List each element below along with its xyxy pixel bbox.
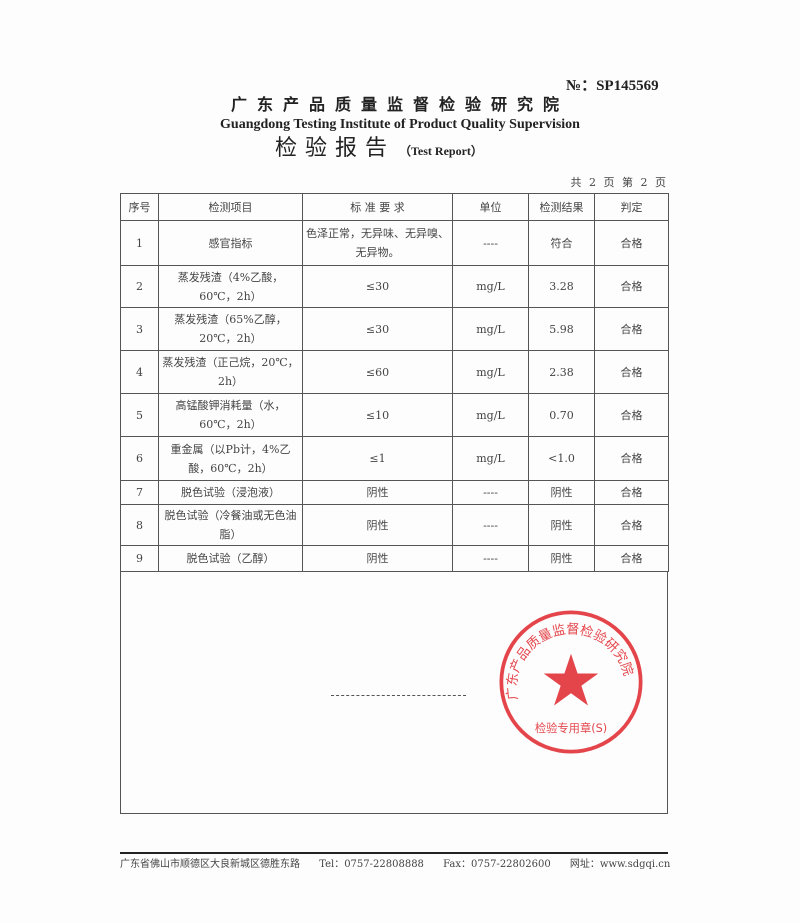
column-header: 单位 [452,193,529,221]
footer-divider [120,852,668,854]
cell-no: 3 [120,307,159,351]
cell-no: 8 [120,504,159,546]
footer-fax: Fax：0757-22802600 [443,859,551,870]
cell-unit: mg/L [452,307,529,351]
cell-unit: mg/L [452,265,529,308]
cell-unit: ---- [452,504,529,546]
cell-item: 高锰酸钾消耗量（水，60℃，2h） [158,393,303,437]
cell-unit: mg/L [452,436,529,481]
footer-tel: Tel：0757-22808888 [319,859,424,870]
organization-name-cn: 广东产品质量监督检验研究院 [230,95,569,114]
cell-standard: ≤30 [302,307,453,351]
cell-item: 蒸发残渣（65%乙醇，20℃，2h） [158,307,303,351]
cell-verdict: 合格 [594,307,669,351]
cell-unit: mg/L [452,393,529,437]
svg-text:检验专用章(S): 检验专用章(S) [535,721,607,735]
table-row: 1 感官指标 色泽正常，无异味、无异嗅、无异物。 ---- 符合 合格 [120,220,669,266]
cell-result: 5.98 [528,307,595,351]
table-row: 6 重金属（以Pb计，4%乙酸，60℃，2h） ≤1 mg/L <1.0 合格 [120,436,669,481]
footer: 广东省佛山市顺德区大良新城区德胜东路 Tel：0757-22808888 Fax… [120,859,686,871]
cell-result: 3.28 [528,265,595,308]
star-icon [543,653,599,706]
cell-standard: ≤1 [302,436,453,481]
cell-no: 9 [120,545,159,572]
table-blank-area: 广东产品质量监督检验研究院 检验专用章(S) [120,572,668,814]
column-header: 检测项目 [158,193,303,221]
cell-item: 脱色试验（冷餐油或无色油脂） [158,504,303,546]
official-seal-stamp: 广东产品质量监督检验研究院 检验专用章(S) [499,610,643,754]
cell-verdict: 合格 [594,504,669,546]
cell-no: 7 [120,480,159,505]
cell-result: <1.0 [528,436,595,481]
cell-item: 蒸发残渣（正己烷，20℃，2h） [158,350,303,394]
column-header: 判定 [594,193,669,221]
cell-standard: 阴性 [302,504,453,546]
cell-unit: mg/L [452,350,529,394]
cell-verdict: 合格 [594,545,669,572]
cell-standard: 阴性 [302,545,453,572]
cell-item: 感官指标 [158,220,303,266]
cell-verdict: 合格 [594,350,669,394]
table-container: 序号 检测项目 标 准 要 求 单位 检测结果 判定 1 感官指标 色泽正常，无异味… [120,193,669,814]
cell-standard: ≤60 [302,350,453,394]
report-title: 检验报告 [275,136,396,161]
table-header-row: 序号 检测项目 标 准 要 求 单位 检测结果 判定 [120,193,669,221]
cell-result: 阴性 [528,545,595,572]
column-header: 检测结果 [528,193,595,221]
report-number: №：SP145569 [566,78,659,94]
cell-verdict: 合格 [594,393,669,437]
cell-item: 脱色试验（浸泡液） [158,480,303,505]
table-row: 2 蒸发残渣（4%乙酸，60℃，2h） ≤30 mg/L 3.28 合格 [120,265,669,308]
table-row: 3 蒸发残渣（65%乙醇，20℃，2h） ≤30 mg/L 5.98 合格 [120,307,669,351]
cell-result: 阴性 [528,480,595,505]
report-title-row: 检验报告 （Test Report） [275,136,483,162]
column-header: 序号 [120,193,159,221]
table-row: 4 蒸发残渣（正己烷，20℃，2h） ≤60 mg/L 2.38 合格 [120,350,669,394]
cell-result: 2.38 [528,350,595,394]
cell-unit: ---- [452,220,529,266]
cell-no: 6 [120,436,159,481]
cell-verdict: 合格 [594,265,669,308]
cell-result: 符合 [528,220,595,266]
cell-standard: 色泽正常，无异味、无异嗅、无异物。 [302,220,453,266]
cell-no: 5 [120,393,159,437]
cell-standard: ≤10 [302,393,453,437]
cell-standard: ≤30 [302,265,453,308]
table-row: 7 脱色试验（浸泡液） 阴性 ---- 阴性 合格 [120,480,669,505]
cell-unit: ---- [452,545,529,572]
footer-website: 网址：www.sdgqi.cn [569,859,671,870]
organization-name-en: Guangdong Testing Institute of Product Q… [220,117,580,132]
footer-address: 广东省佛山市顺德区大良新城区德胜东路 [120,859,300,870]
page-count: 共 2 页 第 2 页 [570,176,668,189]
column-header: 标 准 要 求 [302,193,453,221]
cell-no: 1 [120,220,159,266]
test-results-table: 序号 检测项目 标 准 要 求 单位 检测结果 判定 1 感官指标 色泽正常，无异味… [120,193,669,572]
cell-item: 脱色试验（乙醇） [158,545,303,572]
cell-result: 0.70 [528,393,595,437]
cell-unit: ---- [452,480,529,505]
cell-item: 重金属（以Pb计，4%乙酸，60℃，2h） [158,436,303,481]
cell-no: 4 [120,350,159,394]
cell-verdict: 合格 [594,220,669,266]
table-row: 5 高锰酸钾消耗量（水，60℃，2h） ≤10 mg/L 0.70 合格 [120,393,669,437]
table-row: 8 脱色试验（冷餐油或无色油脂） 阴性 ---- 阴性 合格 [120,504,669,546]
cell-verdict: 合格 [594,480,669,505]
cell-standard: 阴性 [302,480,453,505]
end-dashed-line [331,695,466,696]
cell-item: 蒸发残渣（4%乙酸，60℃，2h） [158,265,303,308]
cell-result: 阴性 [528,504,595,546]
cell-verdict: 合格 [594,436,669,481]
table-row: 9 脱色试验（乙醇） 阴性 ---- 阴性 合格 [120,545,669,572]
cell-no: 2 [120,265,159,308]
report-title-en: （Test Report） [399,144,483,158]
